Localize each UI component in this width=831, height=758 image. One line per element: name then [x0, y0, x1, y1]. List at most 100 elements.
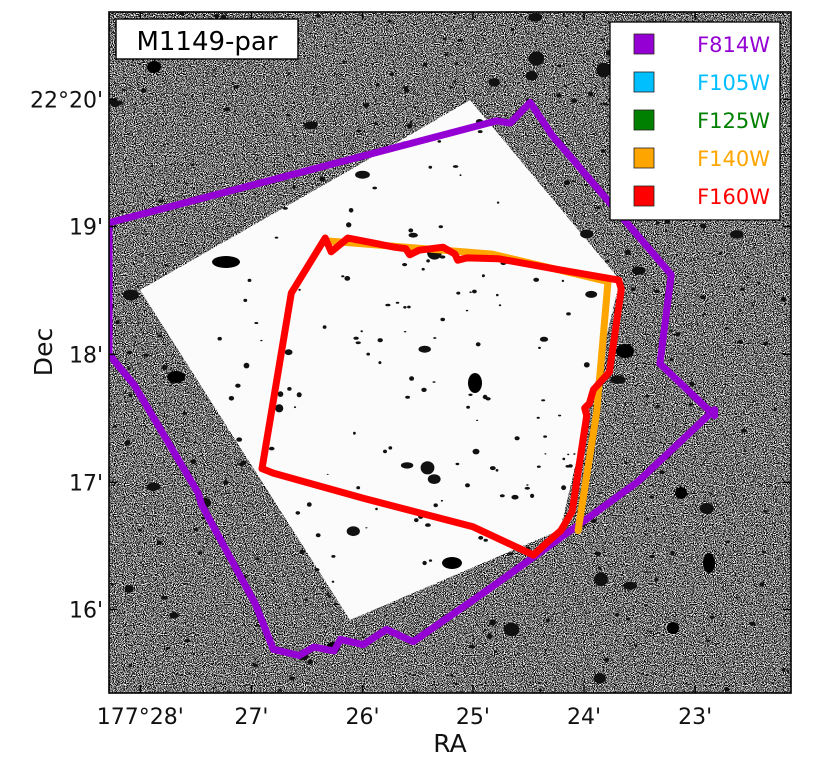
- galaxy: [710, 492, 713, 495]
- legend-label: F140W: [697, 147, 770, 171]
- galaxy: [776, 558, 780, 561]
- galaxy: [749, 621, 756, 626]
- galaxy: [644, 571, 648, 573]
- galaxy: [654, 578, 659, 582]
- galaxy: [233, 85, 239, 89]
- galaxy: [150, 164, 154, 168]
- galaxy: [355, 341, 361, 345]
- legend-label: F160W: [697, 185, 770, 209]
- galaxy: [649, 495, 655, 499]
- galaxy: [483, 629, 487, 632]
- galaxy: [584, 183, 588, 187]
- galaxy: [539, 336, 549, 342]
- galaxy: [610, 375, 626, 384]
- galaxy: [746, 275, 750, 279]
- galaxy: [326, 473, 329, 475]
- galaxy: [544, 22, 547, 24]
- galaxy: [254, 322, 259, 324]
- galaxy: [177, 180, 181, 183]
- galaxy: [543, 435, 547, 438]
- galaxy: [409, 376, 415, 381]
- galaxy: [126, 350, 133, 355]
- galaxy: [372, 186, 378, 190]
- galaxy: [331, 580, 335, 583]
- galaxy: [541, 399, 546, 402]
- y-axis-label: Dec: [29, 328, 58, 376]
- galaxy: [426, 259, 430, 263]
- galaxy: [538, 688, 543, 692]
- galaxy: [593, 673, 606, 684]
- galaxy: [229, 204, 232, 206]
- galaxy: [773, 408, 777, 412]
- x-axis-label: RA: [433, 729, 466, 758]
- galaxy: [625, 617, 631, 621]
- galaxy: [314, 568, 320, 572]
- y-tick-label: 18': [69, 343, 103, 368]
- galaxy: [237, 654, 241, 657]
- galaxy: [507, 552, 514, 556]
- galaxy: [420, 461, 435, 475]
- galaxy: [472, 289, 477, 294]
- y-tick-label: 19': [69, 215, 103, 240]
- galaxy: [528, 13, 543, 22]
- galaxy: [623, 581, 638, 590]
- galaxy: [236, 437, 243, 442]
- galaxy: [240, 460, 247, 466]
- galaxy: [600, 38, 604, 42]
- galaxy: [596, 206, 601, 210]
- galaxy: [536, 465, 541, 468]
- galaxy: [231, 83, 234, 85]
- galaxy: [162, 364, 168, 370]
- galaxy: [688, 403, 693, 406]
- galaxy: [278, 688, 282, 692]
- galaxy: [526, 484, 529, 486]
- galaxy: [143, 353, 149, 357]
- galaxy: [184, 639, 190, 643]
- galaxy: [488, 78, 500, 87]
- galaxy: [268, 446, 275, 451]
- galaxy: [468, 393, 473, 396]
- galaxy: [456, 291, 461, 295]
- galaxy: [781, 668, 786, 672]
- galaxy: [498, 304, 502, 307]
- galaxy: [600, 149, 606, 153]
- galaxy: [292, 185, 296, 189]
- galaxy: [624, 249, 631, 255]
- galaxy: [324, 626, 328, 629]
- galaxy: [185, 182, 188, 185]
- bright-galaxy: [147, 61, 161, 73]
- galaxy: [110, 583, 115, 586]
- galaxy: [701, 313, 705, 316]
- galaxy: [365, 527, 368, 529]
- galaxy: [483, 538, 488, 542]
- x-axis-ticks: 177°28' 27' 26' 25' 24' 23': [97, 12, 712, 730]
- galaxy: [477, 130, 483, 134]
- galaxy: [481, 274, 485, 278]
- galaxy: [489, 619, 496, 626]
- galaxy: [511, 494, 519, 500]
- x-tick-label: 27': [234, 705, 268, 730]
- galaxy: [404, 88, 410, 93]
- galaxy: [735, 597, 739, 599]
- galaxy: [287, 387, 292, 391]
- galaxy: [700, 295, 706, 300]
- galaxy: [565, 25, 569, 28]
- galaxy: [212, 69, 216, 71]
- galaxy: [437, 140, 442, 143]
- galaxy: [164, 264, 169, 267]
- galaxy: [296, 392, 302, 398]
- galaxy: [387, 19, 392, 23]
- galaxy: [406, 123, 413, 129]
- legend-swatch: [633, 147, 655, 169]
- field-title-box: M1149-par: [115, 18, 299, 60]
- galaxy: [403, 331, 407, 333]
- galaxy: [487, 633, 493, 640]
- galaxy: [277, 391, 284, 397]
- galaxy: [564, 180, 570, 186]
- galaxy: [514, 436, 520, 441]
- galaxy: [213, 14, 220, 18]
- galaxy: [558, 414, 562, 417]
- galaxy: [455, 62, 458, 65]
- galaxy: [438, 225, 443, 229]
- galaxy: [443, 19, 446, 21]
